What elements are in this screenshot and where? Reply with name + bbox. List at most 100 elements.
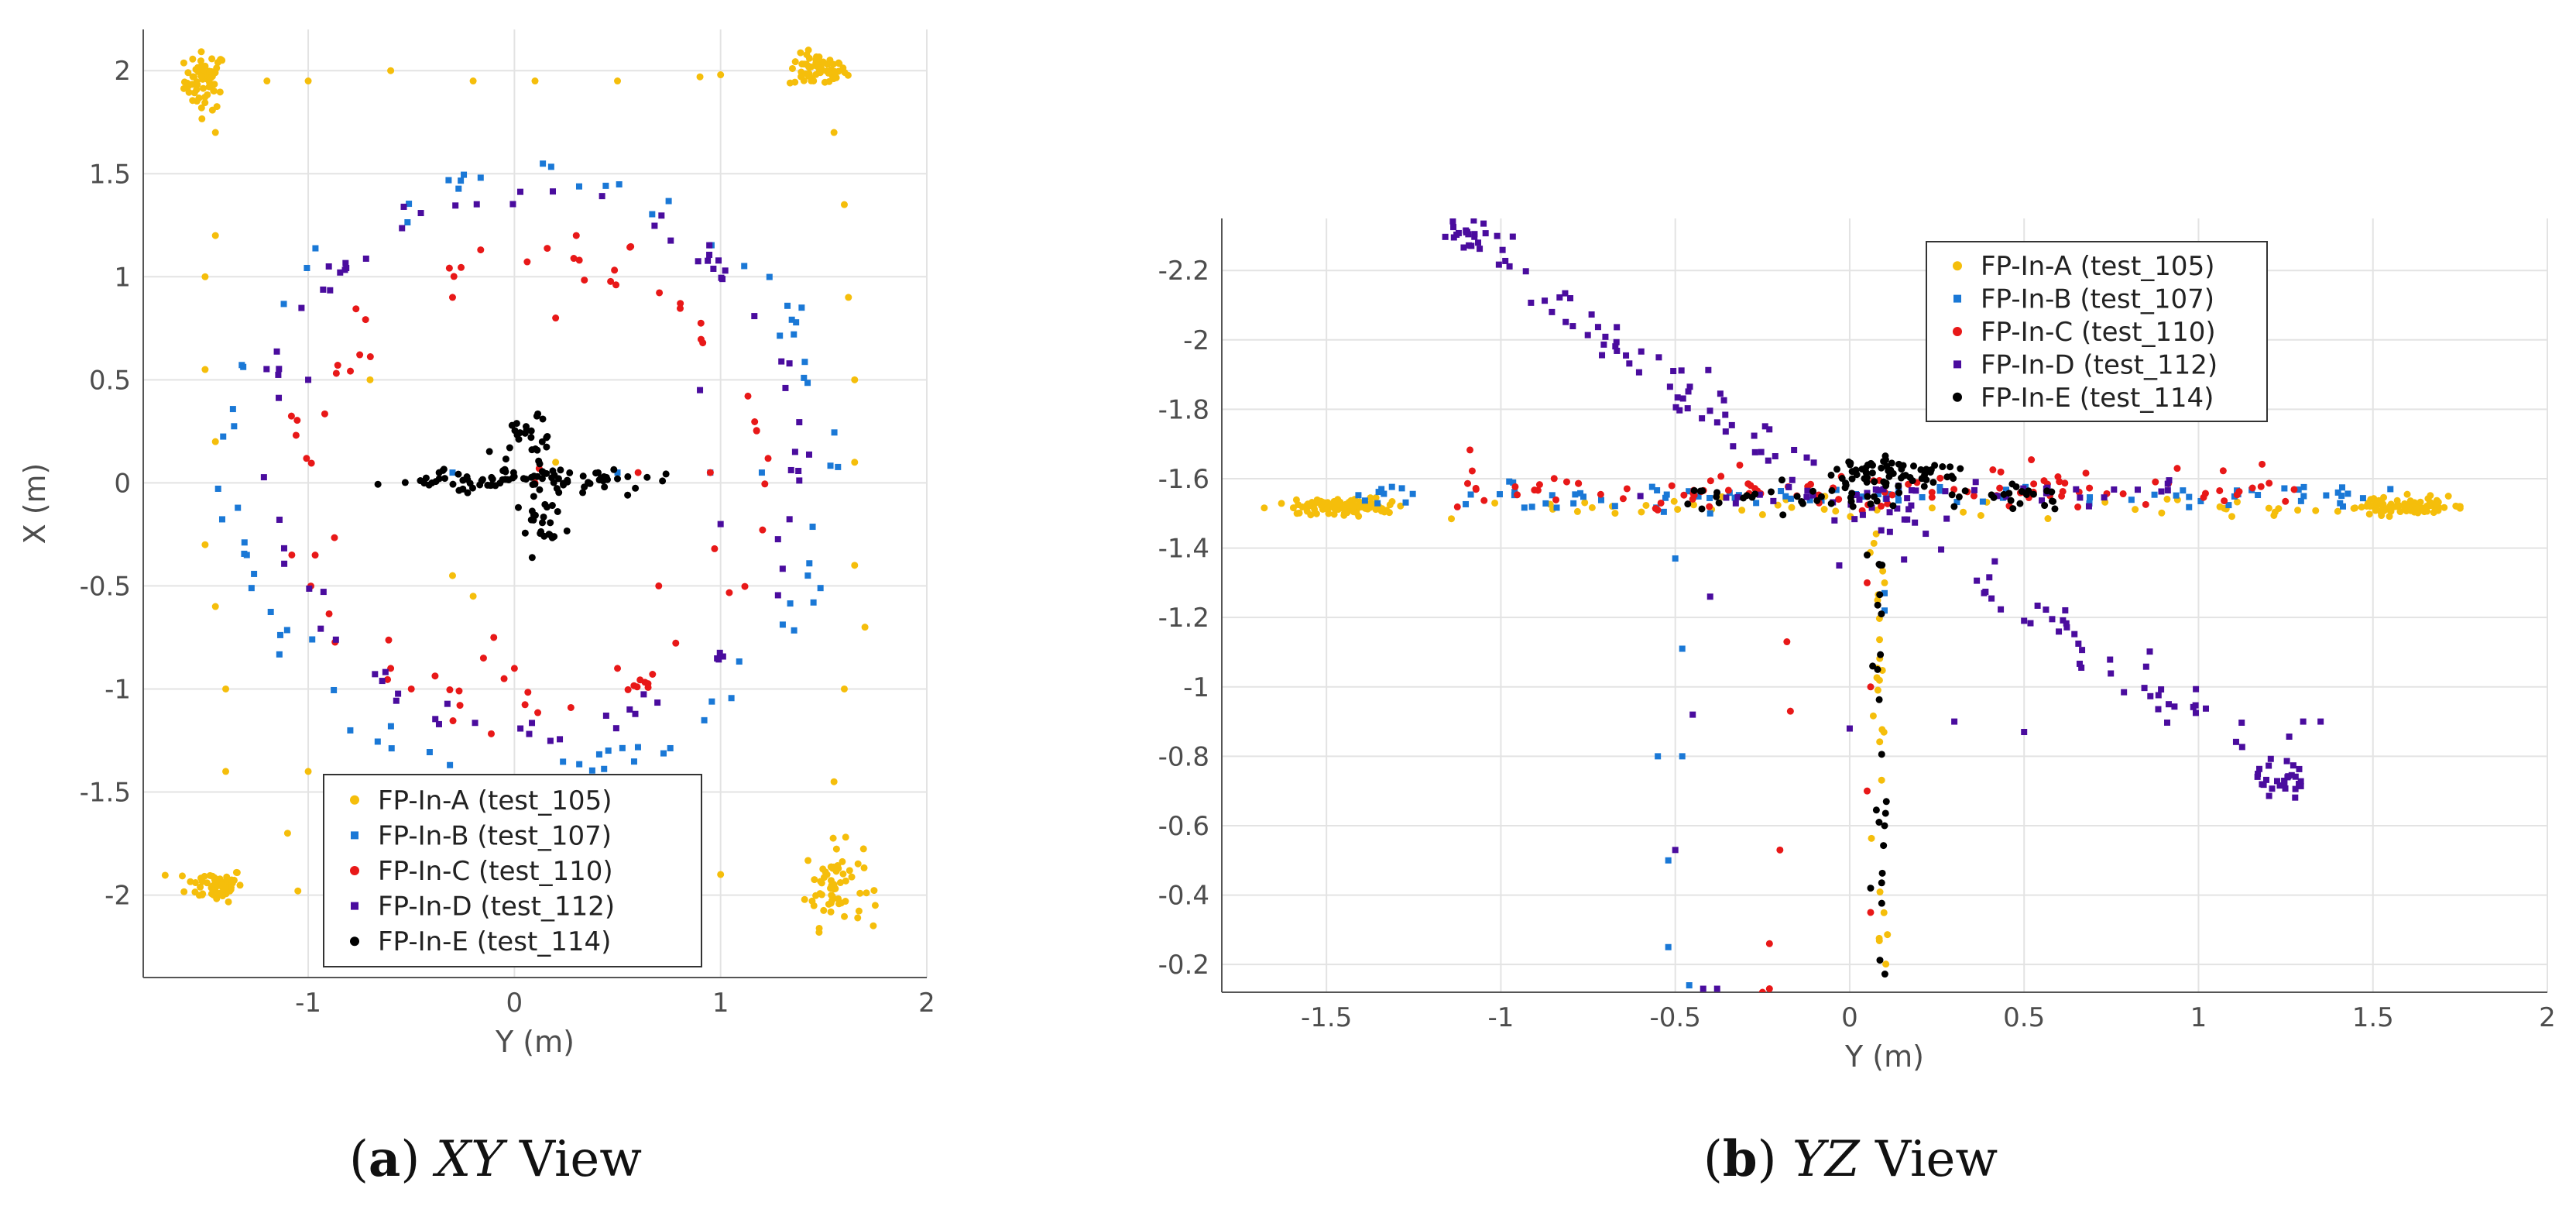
data-point — [870, 887, 878, 895]
y-tick-label: -1.6 — [1158, 464, 1209, 495]
data-point — [552, 459, 560, 466]
data-point — [636, 676, 644, 684]
data-point — [320, 589, 327, 596]
data-point — [2297, 497, 2304, 504]
data-point — [708, 698, 715, 705]
data-point — [1506, 478, 1513, 485]
data-point — [544, 245, 551, 253]
data-point — [774, 592, 781, 599]
data-point — [1562, 478, 1570, 486]
data-point — [1660, 508, 1667, 515]
data-point — [2018, 487, 2025, 495]
data-point — [1881, 607, 1888, 614]
data-point — [2334, 507, 2341, 515]
data-point — [197, 104, 205, 112]
data-point — [506, 444, 513, 452]
data-point — [791, 58, 799, 66]
data-point — [2044, 515, 2052, 523]
data-point — [1330, 510, 1338, 518]
data-point — [840, 685, 848, 692]
data-point — [287, 412, 295, 420]
data-point — [1868, 834, 1875, 842]
data-point — [2366, 502, 2374, 510]
data-point — [2155, 692, 2162, 699]
data-point — [1766, 426, 1773, 433]
data-point — [610, 466, 618, 473]
data-point — [1904, 516, 1911, 523]
data-point — [2417, 498, 2424, 506]
caption-part: ( — [349, 1131, 369, 1188]
data-point — [2101, 494, 2108, 501]
data-point — [210, 87, 218, 94]
data-point — [211, 438, 219, 445]
data-point — [2288, 771, 2295, 778]
data-point — [667, 744, 674, 751]
data-point — [1747, 482, 1754, 490]
data-point — [180, 59, 187, 67]
data-point — [2282, 497, 2290, 505]
data-point — [2257, 483, 2265, 490]
data-point — [193, 78, 201, 86]
data-point — [1770, 497, 1777, 504]
data-point — [1876, 738, 1884, 746]
data-point — [540, 160, 547, 167]
data-point — [293, 417, 301, 424]
data-point — [1614, 324, 1621, 331]
data-point — [774, 536, 781, 543]
data-point — [1676, 407, 1683, 414]
data-point — [281, 560, 288, 567]
data-point — [395, 690, 402, 697]
data-point — [193, 86, 201, 94]
data-point — [547, 519, 554, 527]
data-point — [544, 432, 551, 440]
data-point — [469, 77, 477, 85]
data-point — [500, 675, 508, 682]
data-point — [276, 394, 283, 401]
data-point — [660, 750, 667, 757]
data-point — [1791, 446, 1798, 453]
data-point — [248, 585, 255, 592]
data-point — [796, 477, 803, 484]
x-tick-label: 1 — [2190, 1002, 2207, 1033]
data-point — [1889, 469, 1897, 477]
data-point — [1991, 558, 1998, 565]
data-point — [2142, 663, 2149, 670]
data-point — [342, 259, 349, 266]
data-point — [600, 472, 608, 480]
data-point — [1534, 486, 1542, 494]
data-point — [387, 665, 395, 672]
data-point — [1706, 477, 1714, 485]
data-point — [1847, 461, 1854, 469]
data-point — [1929, 479, 1937, 486]
data-point — [676, 304, 684, 312]
data-point — [2039, 497, 2046, 504]
data-point — [1894, 505, 1901, 512]
data-point — [200, 84, 208, 92]
data-point — [1785, 483, 1792, 490]
data-point — [201, 99, 209, 107]
data-point — [1562, 290, 1569, 297]
data-point — [304, 768, 312, 775]
data-point — [1776, 846, 1784, 854]
data-point — [2254, 773, 2261, 780]
data-point — [859, 845, 867, 853]
data-point — [1957, 465, 1964, 472]
series-4 — [260, 188, 812, 744]
data-point — [614, 77, 622, 85]
data-point — [535, 457, 543, 465]
series-3 — [287, 232, 772, 737]
data-point — [1575, 479, 1583, 487]
data-point — [515, 435, 523, 443]
data-point — [1882, 798, 1890, 806]
data-point — [2128, 497, 2135, 503]
data-point — [533, 446, 541, 454]
data-point — [801, 374, 808, 381]
data-point — [1468, 467, 1476, 475]
data-point — [581, 483, 588, 491]
data-point — [793, 319, 800, 326]
data-point — [602, 182, 609, 189]
data-point — [557, 466, 564, 474]
data-point — [1989, 466, 1997, 474]
data-point — [1388, 483, 1395, 490]
data-point — [810, 77, 818, 84]
